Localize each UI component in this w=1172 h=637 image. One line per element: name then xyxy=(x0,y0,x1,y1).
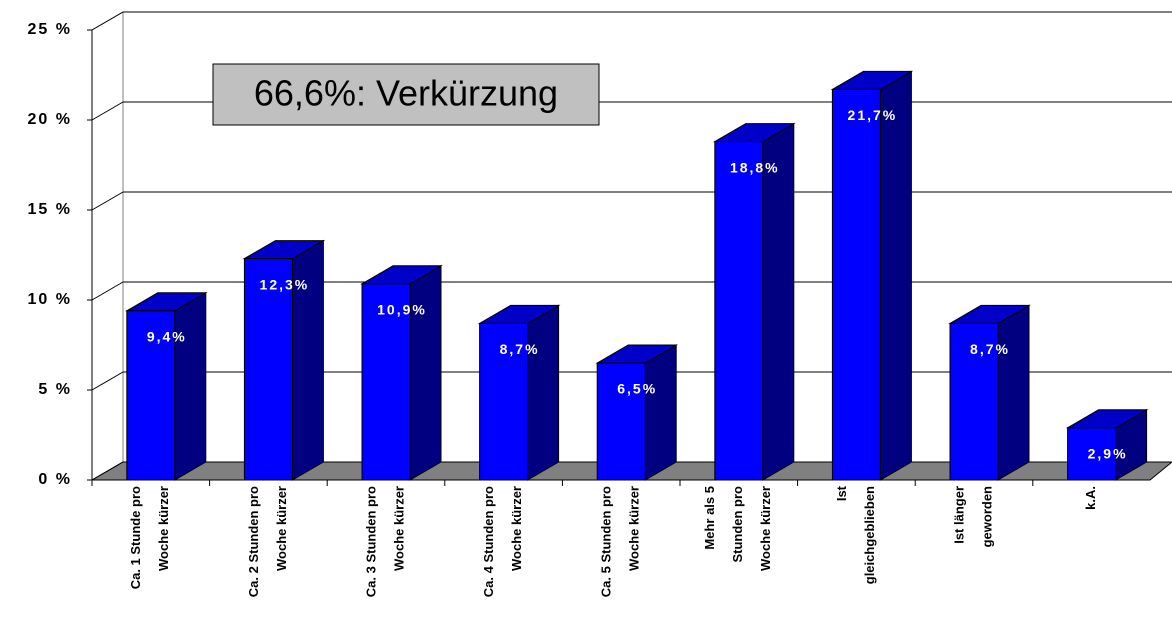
x-tick-label: Mehr als 5 xyxy=(702,486,717,550)
data-label: 21,7% xyxy=(848,107,898,123)
annotation: 66,6%: Verkürzung xyxy=(212,63,600,126)
grid-line xyxy=(91,281,124,301)
x-tick-label: Ca. 2 Stunden pro xyxy=(246,486,261,597)
x-tick-label: Stunden pro xyxy=(730,486,745,563)
bar-side xyxy=(879,70,912,481)
bar-side xyxy=(527,304,560,481)
x-tick-label: Ca. 4 Stunden pro xyxy=(481,486,496,597)
x-tick-label: Ca. 5 Stunden pro xyxy=(599,486,614,597)
bar-side xyxy=(644,344,677,481)
x-tick-label: Woche kürzer xyxy=(156,486,171,571)
bar xyxy=(361,283,411,481)
x-tick-label: Ca. 3 Stunden pro xyxy=(363,486,378,597)
bar xyxy=(126,310,176,481)
bar xyxy=(1067,427,1117,481)
bar xyxy=(596,362,646,481)
x-tick-label: k.A. xyxy=(1083,486,1098,510)
bar-side xyxy=(409,264,442,481)
bar xyxy=(831,88,881,481)
data-label: 6,5% xyxy=(617,381,657,397)
y-tick-label: 0 % xyxy=(38,471,72,488)
bar xyxy=(243,258,293,481)
grid-line xyxy=(91,461,124,481)
annotation-text: 66,6%: Verkürzung xyxy=(254,73,558,114)
data-label: 18,8% xyxy=(730,159,780,175)
x-tick-label: Woche kürzer xyxy=(509,486,524,571)
y-tick-label: 15 % xyxy=(28,201,72,218)
grid-line xyxy=(91,11,124,31)
data-label: 2,9% xyxy=(1088,446,1128,462)
x-tick-label: Woche kürzer xyxy=(627,486,642,571)
y-tick-label: 10 % xyxy=(28,291,72,308)
data-label: 10,9% xyxy=(377,302,427,318)
bar-side xyxy=(174,291,207,481)
bar xyxy=(479,322,529,481)
x-tick-label: Woche kürzer xyxy=(391,486,406,571)
x-tick-label: gleichgeblieben xyxy=(862,486,877,584)
bar-side xyxy=(997,304,1030,481)
annotation-box xyxy=(212,63,600,126)
data-label: 8,7% xyxy=(500,341,540,357)
data-label: 8,7% xyxy=(970,341,1010,357)
bar xyxy=(714,141,764,481)
x-tick-label: geworden xyxy=(979,486,994,547)
x-tick-label: Woche kürzer xyxy=(274,486,289,571)
grid-line xyxy=(91,101,124,121)
bar-side xyxy=(762,122,795,481)
y-tick-label: 25 % xyxy=(28,21,72,38)
x-tick-label: Ist länger xyxy=(951,486,966,544)
x-tick-label: Ca. 1 Stunde pro xyxy=(128,486,143,589)
y-tick-label: 20 % xyxy=(28,111,72,128)
grid-line xyxy=(91,371,124,391)
grid-line xyxy=(91,191,124,211)
data-label: 12,3% xyxy=(260,276,310,292)
x-tick-label: Woche kürzer xyxy=(758,486,773,571)
left-wall xyxy=(91,11,124,481)
x-tick-label: Ist xyxy=(834,485,849,501)
data-label: 9,4% xyxy=(147,329,187,345)
y-tick-label: 5 % xyxy=(38,381,72,398)
bar xyxy=(949,322,999,481)
